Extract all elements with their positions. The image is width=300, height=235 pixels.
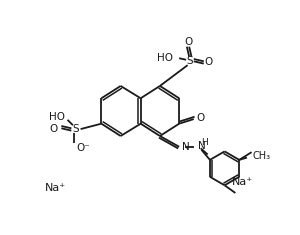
Text: Na⁺: Na⁺ [45,183,66,193]
Text: N: N [198,141,206,151]
Text: O: O [204,57,212,67]
Text: HO: HO [157,53,173,63]
Text: N: N [182,142,190,152]
Text: O⁻: O⁻ [77,143,91,153]
Text: O: O [184,37,193,47]
Text: S: S [187,55,193,66]
Text: O: O [49,124,58,134]
Text: Na⁺: Na⁺ [232,177,253,187]
Text: H: H [202,138,208,147]
Text: O: O [196,113,205,122]
Text: HO: HO [49,112,65,122]
Text: S: S [72,124,79,134]
Text: CH₃: CH₃ [252,151,271,161]
